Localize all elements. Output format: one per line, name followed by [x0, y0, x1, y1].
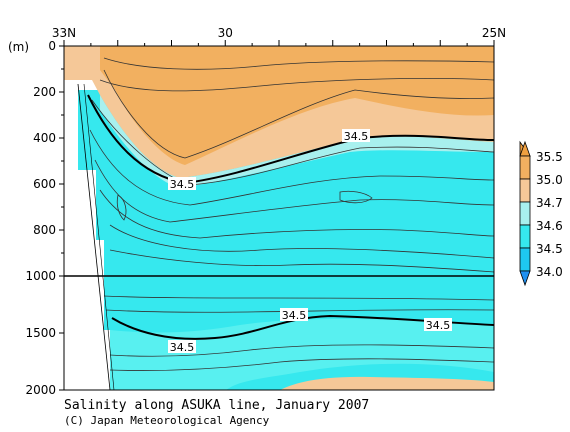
contour-lines [89, 57, 495, 371]
band-deep-fresh [110, 318, 494, 390]
y-tick-label: 200 [33, 85, 56, 99]
chart-credit: (C) Japan Meteorological Agency [64, 414, 270, 427]
contour-label-5: 34.5 [170, 341, 195, 354]
x-tick-label: 30 [218, 26, 233, 40]
contour-label-4: 34.5 [426, 319, 451, 332]
legend-swatch [519, 201, 531, 226]
color-legend: 35.5 35.0 34.7 34.6 34.5 34.0 [519, 140, 563, 287]
stations-slope [77, 83, 111, 391]
contour-labels: 34.5 34.5 34.5 34.5 34.5 [168, 129, 452, 354]
legend-swatch [519, 247, 531, 272]
band-bottom-salty [280, 376, 494, 390]
chart-title: Salinity along ASUKA line, January 2007 [64, 398, 369, 413]
legend-swatch [519, 224, 531, 249]
depth-axis: 0 200 400 600 800 1000 1500 2000 [25, 39, 64, 397]
y-axis-unit: (m) [8, 40, 29, 54]
x-tick-label: 33N [52, 26, 76, 40]
y-tick-label: 2000 [25, 383, 56, 397]
legend-swatch [519, 155, 531, 180]
y-tick-label: 1000 [25, 269, 56, 283]
y-tick-label: 1500 [25, 326, 56, 340]
plot-area: 33N 30 25N 0 200 400 600 800 1000 1500 2000 [25, 26, 506, 397]
legend-level-label: 34.6 [536, 219, 563, 233]
legend-arrow-low [519, 270, 531, 287]
legend-level-label: 35.0 [536, 173, 563, 187]
legend-level-label: 35.5 [536, 150, 563, 164]
y-tick-label: 600 [33, 177, 56, 191]
contour-label-1: 34.5 [344, 130, 369, 143]
y-tick-label: 800 [33, 223, 56, 237]
contour-label-2: 34.5 [170, 178, 195, 191]
stations-slope-2 [83, 83, 115, 391]
no-data-region [64, 84, 110, 390]
y-tick-label: 400 [33, 131, 56, 145]
legend-swatch [519, 178, 531, 203]
legend-level-label: 34.5 [536, 242, 563, 256]
contour-label-3: 34.5 [282, 309, 307, 322]
legend-level-label: 34.7 [536, 196, 563, 210]
y-tick-label: 0 [48, 39, 56, 53]
top-axis: 33N 30 25N [52, 26, 506, 46]
legend-level-label: 34.0 [536, 265, 563, 279]
band-upper-core [100, 46, 494, 165]
band-light-cyan-upper [100, 95, 494, 188]
x-tick-label: 25N [482, 26, 506, 40]
